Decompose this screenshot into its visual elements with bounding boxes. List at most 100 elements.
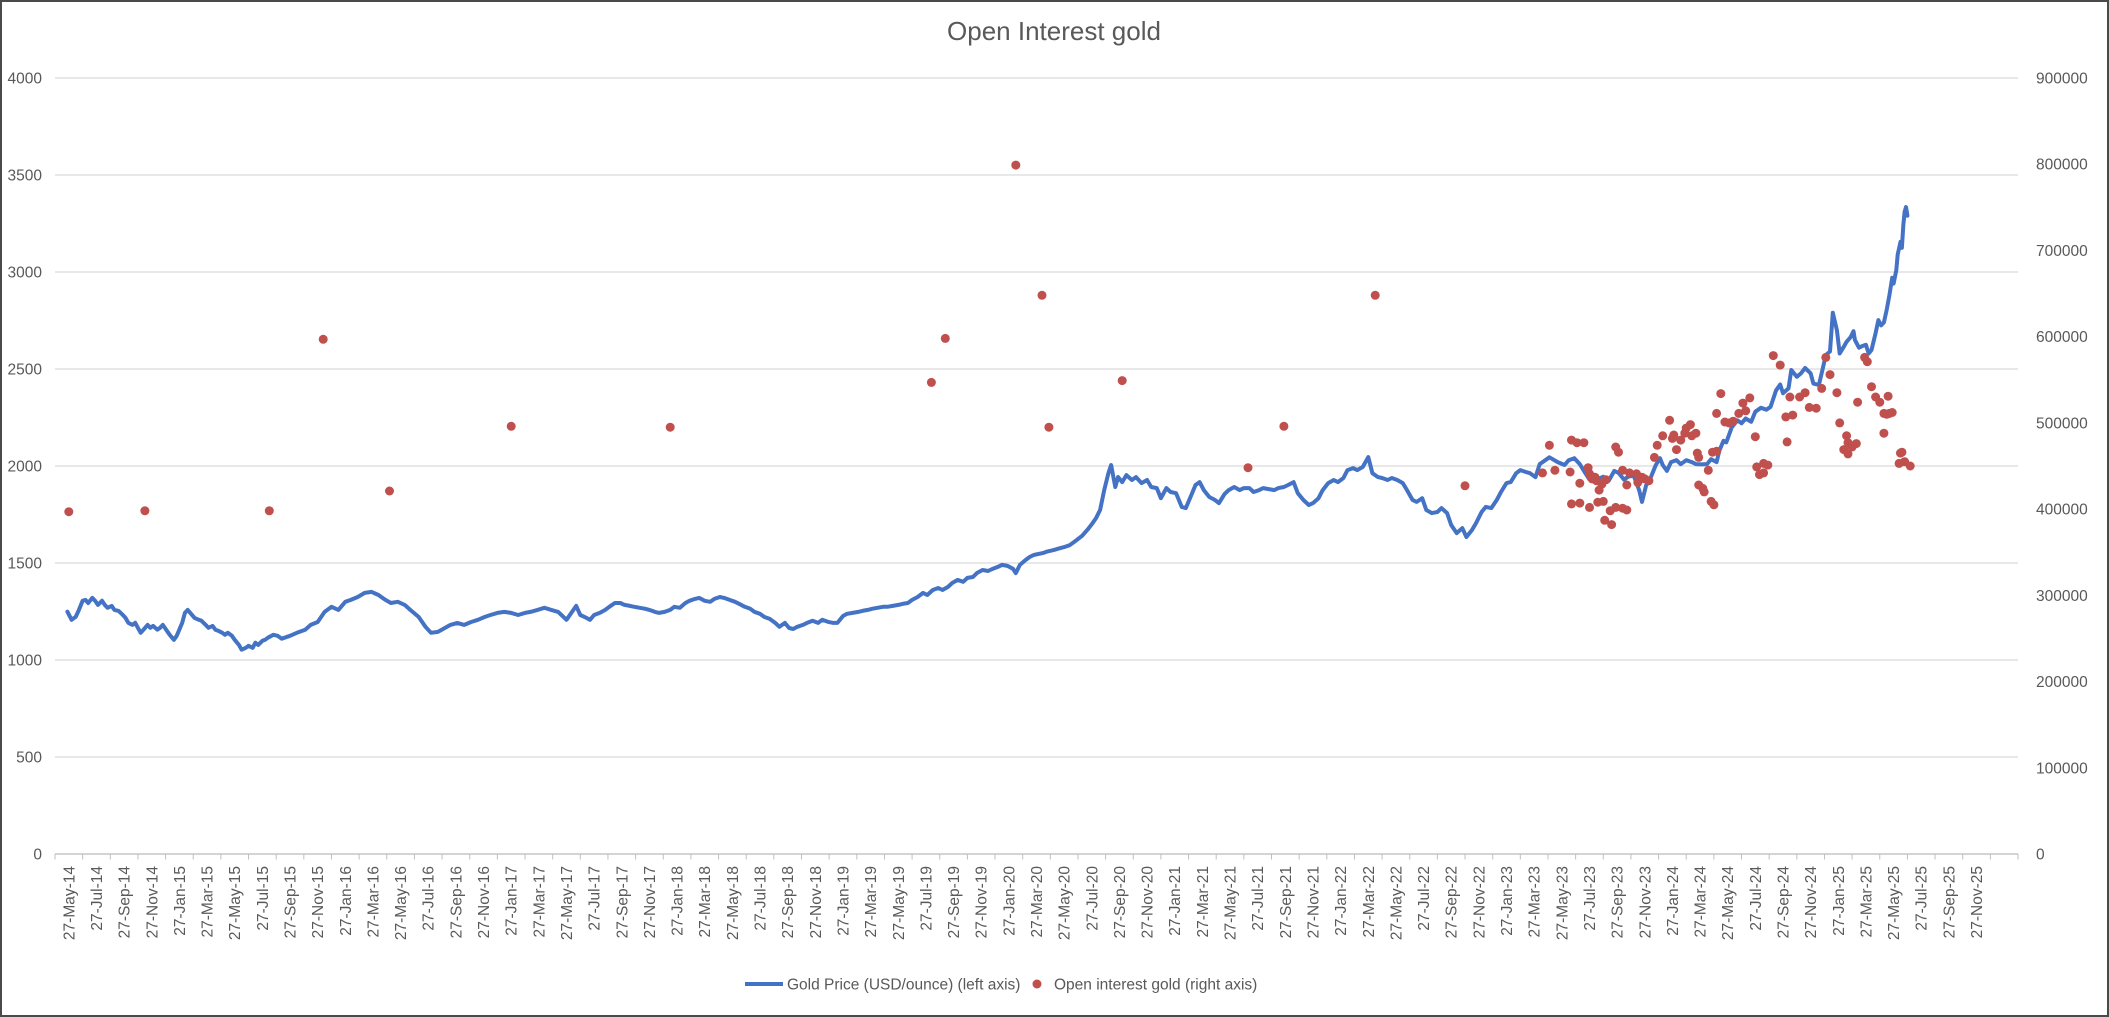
open-interest-point [1887,408,1897,417]
open-interest-point [1565,467,1575,477]
x-axis-label: 27-Jul-15 [255,866,272,931]
open-interest-point [1835,418,1845,428]
left-axis-tick-label: 3500 [8,168,43,185]
x-axis-label: 27-Mar-25 [1858,866,1875,938]
x-axis-label: 27-Jan-19 [835,866,852,936]
open-interest-point [1460,481,1470,491]
open-interest-point [1782,437,1792,447]
open-interest-point [1703,465,1713,475]
open-interest-point [1752,462,1762,472]
open-interest-point [1897,447,1907,457]
open-interest-point [1614,447,1623,457]
x-axis-label: 27-Mar-19 [863,866,880,938]
x-axis-label: 27-Sep-19 [946,866,963,938]
open-interest-point [1862,357,1872,367]
open-interest-point [1672,445,1681,455]
x-axis-label: 27-Sep-22 [1444,866,1461,938]
left-axis-tick-label: 2000 [8,459,43,476]
x-axis-label: 27-May-22 [1388,866,1405,940]
open-interest-point [1851,439,1861,449]
open-interest-point [1611,502,1621,512]
open-interest-point [1622,505,1632,515]
left-axis-tick-label: 4000 [8,71,43,88]
open-interest-point [1011,160,1021,170]
x-axis-label: 27-Jan-25 [1831,866,1848,936]
x-axis-label: 27-Sep-20 [1112,866,1129,939]
open-interest-point [1691,428,1701,438]
open-interest-point [1712,408,1722,418]
right-axis-tick-label: 700000 [2036,243,2088,260]
left-axis-tick-label: 0 [33,847,42,864]
legend-open-interest-label: Open interest gold (right axis) [1054,977,1257,994]
x-axis-label: 27-Mar-16 [365,866,382,938]
open-interest-point [1905,461,1915,471]
open-interest-point [1843,449,1853,459]
open-interest-point [1550,465,1560,475]
x-axis-label: 27-Jan-24 [1665,866,1682,936]
x-axis-label: 27-Jan-22 [1333,866,1350,936]
open-interest-point [1800,388,1810,398]
open-interest-point [665,422,675,432]
right-axis-tick-label: 600000 [2036,329,2088,346]
open-interest-point [1625,468,1634,478]
open-interest-scatter-group [64,160,1915,530]
open-interest-point [1037,290,1047,300]
open-interest-point [264,506,274,516]
x-axis-label: 27-May-21 [1223,866,1240,940]
legend-dot-marker [1032,979,1042,989]
open-interest-point [1811,403,1821,413]
x-axis-label: 27-Sep-18 [780,866,797,938]
x-axis-label: 27-Sep-21 [1278,866,1295,938]
open-interest-point [1618,465,1628,475]
x-axis-label: 27-May-18 [725,866,742,940]
x-axis-label: 27-Mar-15 [200,866,217,938]
open-interest-point [1538,468,1547,478]
open-interest-point [1832,388,1842,398]
legend-item-open-interest[interactable]: Open interest gold (right axis) [1032,977,1258,994]
x-axis-label: 27-May-24 [1720,866,1737,940]
x-axis-label: 27-Nov-22 [1471,866,1488,938]
open-interest-point [1585,502,1594,512]
x-axis-label: 27-Nov-14 [144,866,161,939]
open-interest-point [1867,382,1876,392]
legend-gold-price-label: Gold Price (USD/ounce) (left axis) [787,977,1020,994]
open-interest-point [1279,421,1289,431]
gold-price-line [65,205,1910,652]
legend-item-gold-price[interactable]: Gold Price (USD/ounce) (left axis) [745,977,1020,994]
x-axis-label: 27-Jul-23 [1582,866,1599,931]
left-axis-tick-label: 2500 [8,362,43,379]
open-interest-point [1825,370,1835,380]
x-axis-label: 27-Jan-23 [1499,866,1516,936]
x-axis-label: 27-Mar-23 [1527,866,1544,938]
x-axis-label: 27-May-14 [61,866,78,940]
x-axis-label: 27-Jul-19 [918,866,935,931]
open-interest-point [1649,452,1659,462]
open-interest-point [1544,440,1554,450]
x-axis-group: 27-May-14 27-Jul-14 27-Sep-14 27-Nov-14 27-J… [54,853,2019,940]
open-interest-point [1572,438,1582,448]
open-interest-point [1669,430,1679,440]
open-interest-point [1658,431,1668,441]
x-axis-label: 27-Mar-17 [531,866,548,938]
x-axis-label: 27-Jan-18 [670,866,687,936]
open-interest-point [1741,406,1751,416]
x-axis-label: 27-Sep-17 [614,866,631,938]
open-interest-point [1567,499,1576,509]
x-axis-label: 27-Nov-21 [1305,866,1322,938]
open-interest-point [1665,415,1675,425]
open-interest-point [64,507,74,517]
left-axis-tick-label: 3000 [8,265,43,282]
x-axis-label: 27-Jul-17 [587,866,604,931]
x-axis-label: 27-May-23 [1554,866,1571,940]
x-axis-label: 27-Nov-17 [642,866,659,938]
x-axis-label: 27-Sep-24 [1775,866,1792,939]
x-axis-label: 27-Mar-24 [1693,866,1710,938]
x-axis-label: 27-Sep-25 [1941,866,1958,938]
open-interest-point [1879,428,1889,438]
x-axis-label: 27-Nov-20 [1140,866,1157,939]
left-axis-tick-label: 1000 [8,653,43,670]
x-axis-label: 27-Nov-16 [476,866,493,938]
x-axis-label: 27-May-19 [891,866,908,940]
open-interest-point [1699,487,1709,497]
